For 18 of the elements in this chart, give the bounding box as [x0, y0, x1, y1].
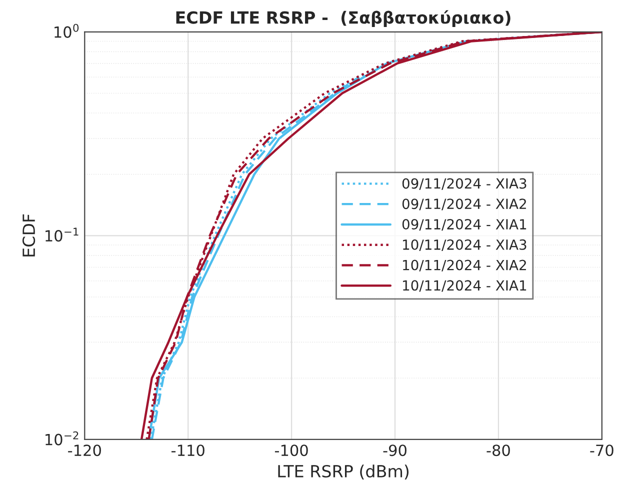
y-tick-label: 10$^{−1}$: [46, 228, 78, 242]
x-tick-label: -80: [486, 444, 510, 456]
chart-title: ECDF LTE RSRP - (Σαββατοκύριακο): [176, 10, 510, 28]
legend-label: 09/11/2024 - XIA2: [402, 198, 526, 210]
x-tick-label: -100: [274, 444, 308, 456]
legend-label: 10/11/2024 - XIA3: [403, 239, 526, 251]
legend-label: 09/11/2024 - XIA3: [402, 178, 526, 190]
x-tick-label: -110: [172, 444, 204, 456]
legend-label: 10/11/2024 - XIA1: [403, 280, 526, 292]
x-tick-label: -120: [68, 444, 101, 456]
x-axis-title: LTE RSRP (dBm): [278, 464, 409, 480]
x-tick-label: -70: [590, 444, 614, 456]
y-axis-title: ECDF: [22, 214, 36, 256]
legend-label: 10/11/2024 - XIA2: [403, 260, 526, 272]
y-tick-label: 10$^{−2}$: [46, 431, 78, 446]
x-tick-label: -90: [383, 444, 406, 456]
legend-label: 09/11/2024 - XIA1: [402, 219, 526, 231]
y-tick-label: 10$^{0}$: [54, 24, 79, 38]
